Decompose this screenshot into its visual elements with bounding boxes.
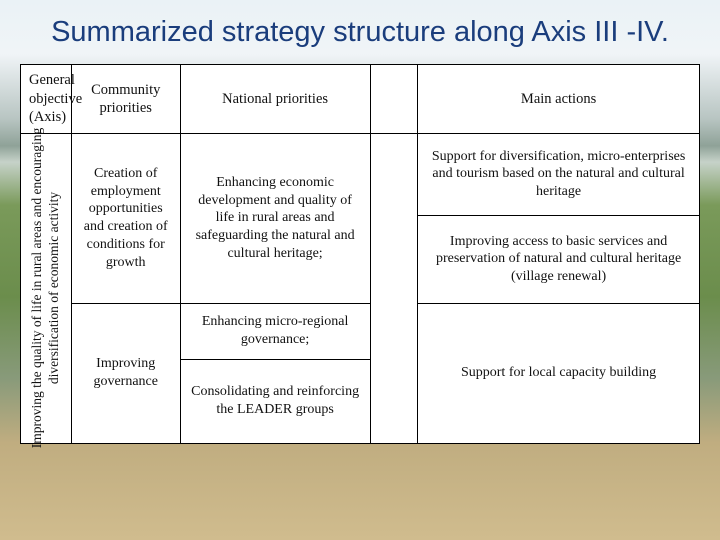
general-objective-cell: Improving the quality of life in rural a… — [21, 133, 72, 443]
table-header-row: General objective (Axis) Community prior… — [21, 65, 700, 134]
slide-background: Summarized strategy structure along Axis… — [0, 0, 720, 540]
national-priority-2b: Consolidating and reinforcing the LEADER… — [180, 359, 370, 443]
header-main-actions: Main actions — [418, 65, 700, 134]
national-priority-2a: Enhancing micro-regional governance; — [180, 303, 370, 359]
main-action-1b: Improving access to basic services and p… — [418, 215, 700, 303]
community-priority-2: Improving governance — [71, 303, 180, 443]
blank-divider — [370, 133, 418, 443]
national-priority-1: Enhancing economic development and quali… — [180, 133, 370, 303]
general-objective-text: Improving the quality of life in rural a… — [29, 123, 63, 453]
table-row: Improving governance Enhancing micro-reg… — [21, 303, 700, 359]
header-blank — [370, 65, 418, 134]
main-action-1a: Support for diversification, micro-enter… — [418, 133, 700, 215]
community-priority-1: Creation of employment opportunities and… — [71, 133, 180, 303]
header-community-priorities: Community priorities — [71, 65, 180, 134]
slide-title: Summarized strategy structure along Axis… — [0, 0, 720, 58]
header-national-priorities: National priorities — [180, 65, 370, 134]
strategy-table: General objective (Axis) Community prior… — [20, 64, 700, 444]
main-action-2: Support for local capacity building — [418, 303, 700, 443]
strategy-table-container: General objective (Axis) Community prior… — [20, 64, 700, 444]
table-row: Improving the quality of life in rural a… — [21, 133, 700, 215]
